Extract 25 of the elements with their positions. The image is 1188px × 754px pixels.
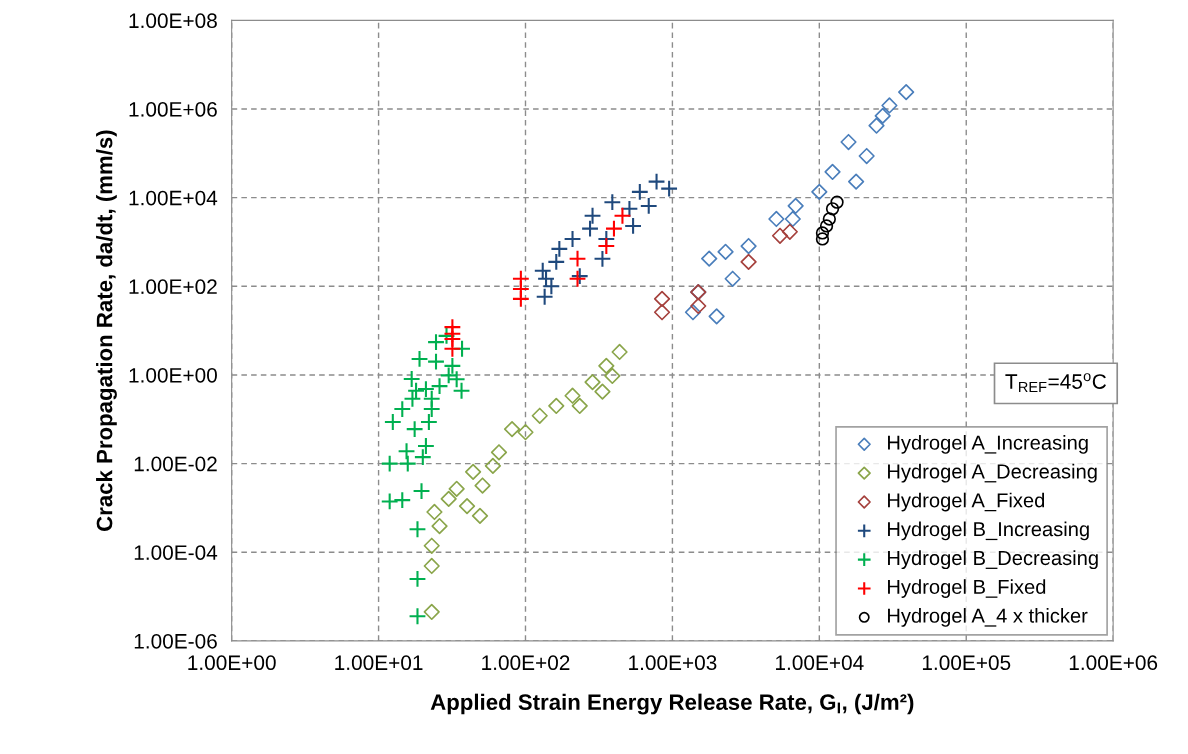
y-tick-label: 1.00E+08: [129, 13, 217, 29]
legend-label: Hydrogel A_Decreasing: [888, 463, 1097, 483]
x-tick-label: 1.00E+03: [629, 655, 717, 671]
legend-label: Hydrogel B_Increasing: [888, 521, 1089, 541]
y-axis-title: Crack Propagation Rate, da/dt, (mm/s): [96, 130, 117, 531]
x-tick-label: 1.00E+06: [1069, 655, 1158, 671]
legend-label: Hydrogel B_Decreasing: [888, 550, 1098, 570]
y-tick-label: 1.00E+02: [129, 279, 217, 295]
legend-label: Hydrogel A_4 x thicker: [888, 608, 1088, 627]
y-tick-label: 1.00E-06: [134, 633, 217, 649]
x-tick-label: 1.00E+02: [482, 655, 570, 671]
legend-label: Hydrogel A_Fixed: [888, 492, 1045, 512]
y-tick-label: 1.00E+06: [129, 102, 217, 117]
legend-label: Hydrogel A_Increasing: [888, 434, 1088, 454]
y-tick-label: 1.00E+04: [129, 190, 218, 206]
x-axis-title: Applied Strain Energy Release Rate, G$_{I}$, (J/m²): [430, 693, 914, 715]
legend-label: Hydrogel B_Fixed: [888, 579, 1046, 598]
annotation: T$_{REF}$=45$^{o}$C: [1005, 373, 1106, 392]
y-tick-label: 1.00E+00: [129, 367, 217, 383]
x-tick-label: 1.00E+00: [188, 655, 276, 671]
x-tick-label: 1.00E+01: [335, 655, 423, 671]
x-tick-label: 1.00E+05: [922, 655, 1011, 671]
x-tick-label: 1.00E+04: [776, 655, 864, 671]
y-tick-label: 1.00E-02: [134, 456, 217, 472]
y-tick-label: 1.00E-04: [134, 545, 218, 561]
